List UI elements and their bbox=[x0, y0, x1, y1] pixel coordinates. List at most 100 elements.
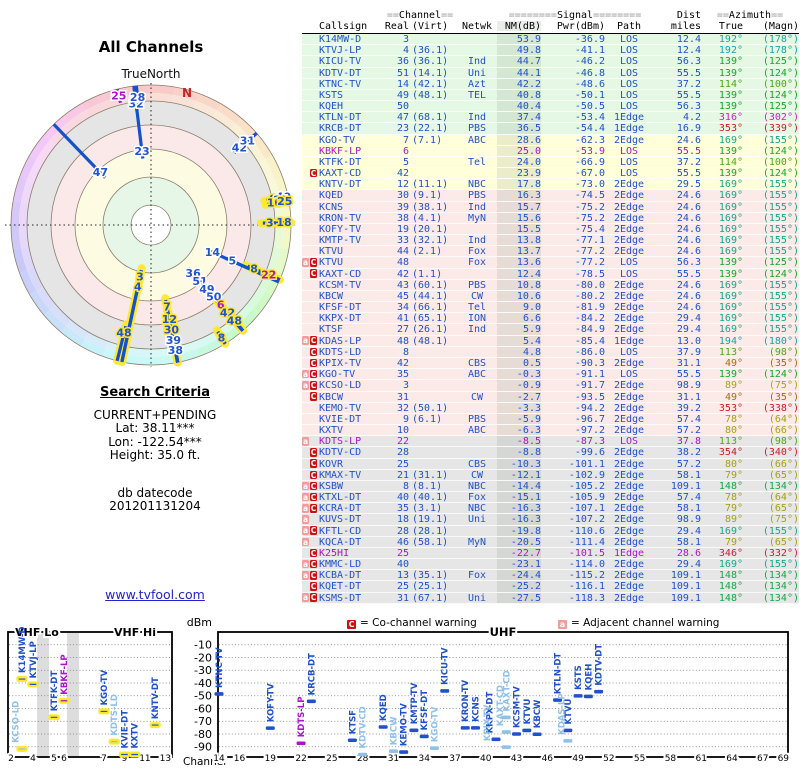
svg-text:-90: -90 bbox=[194, 741, 212, 754]
real-channel: 51 bbox=[383, 68, 409, 78]
noise-margin: 15.7 bbox=[497, 202, 541, 212]
path: 1Edge bbox=[605, 548, 653, 558]
tvfool-link[interactable]: www.tvfool.com bbox=[45, 587, 265, 602]
path: 2Edge bbox=[605, 246, 653, 256]
power-dbm: -107.2 bbox=[541, 514, 605, 524]
noise-margin: 9.0 bbox=[497, 302, 541, 312]
callsign: KFTL-CD bbox=[319, 526, 383, 536]
callsign: KAXT-CD bbox=[319, 269, 383, 279]
azimuth-magnetic: (124°) bbox=[743, 146, 799, 156]
azimuth-magnetic: (338°) bbox=[743, 403, 799, 413]
azimuth-true: 79° bbox=[701, 503, 743, 513]
callsign: KDTV-DT bbox=[319, 68, 383, 78]
callsign: KSTS bbox=[319, 90, 383, 100]
virtual-channel: (9.1) bbox=[409, 190, 457, 200]
azimuth-magnetic: (98°) bbox=[743, 347, 799, 357]
svg-text:25: 25 bbox=[326, 754, 337, 764]
azimuth-magnetic: (100°) bbox=[743, 79, 799, 89]
noise-margin: 25.0 bbox=[497, 146, 541, 156]
noise-margin: -0.9 bbox=[497, 380, 541, 390]
distance-miles: 39.2 bbox=[653, 403, 701, 413]
path: LOS bbox=[605, 68, 653, 78]
table-row: KTLN-DT47(68.1)Ind37.4-53.41Edge4.2316°(… bbox=[302, 112, 799, 123]
signal-bar bbox=[512, 732, 521, 736]
network: ION bbox=[457, 313, 497, 323]
real-channel: 46 bbox=[383, 537, 409, 547]
network bbox=[457, 34, 497, 44]
azimuth-magnetic: (35°) bbox=[743, 392, 799, 402]
azimuth-magnetic: (125°) bbox=[743, 257, 799, 267]
spectrum-callsign-label: KEMO-TV bbox=[400, 703, 410, 746]
network: Tel bbox=[457, 157, 497, 167]
warning-markers bbox=[302, 302, 319, 312]
spectrum-callsign-label: KBCW bbox=[389, 716, 399, 745]
warning-markers bbox=[302, 45, 319, 55]
power-dbm: -110.6 bbox=[541, 526, 605, 536]
distance-miles: 29.4 bbox=[653, 324, 701, 334]
path: 2Edge bbox=[605, 447, 653, 457]
real-channel: 42 bbox=[383, 168, 409, 178]
path: LOS bbox=[605, 34, 653, 44]
spectrum-chart: dBm-10-20-30-40-50-60-70-80-90Channel245… bbox=[0, 610, 800, 768]
callsign: KOFY-TV bbox=[319, 224, 383, 234]
distance-miles: 57.4 bbox=[653, 492, 701, 502]
radar-channel-label: 8 bbox=[218, 331, 226, 344]
network bbox=[457, 269, 497, 279]
callsign: KTLN-DT bbox=[319, 112, 383, 122]
real-channel: 32 bbox=[383, 403, 409, 413]
virtual-channel bbox=[409, 436, 457, 446]
azimuth-magnetic: (124°) bbox=[743, 168, 799, 178]
signal-header: ========Signal======== bbox=[497, 10, 653, 20]
real-channel: 6 bbox=[383, 146, 409, 156]
power-dbm: -91.7 bbox=[541, 380, 605, 390]
network: MyN bbox=[457, 537, 497, 547]
spectrum-callsign-label: KQEH bbox=[584, 664, 594, 691]
spectrum-callsign-label: KTFK-DT bbox=[50, 671, 60, 712]
col-magn: (Magn) bbox=[743, 21, 799, 31]
virtual-channel bbox=[409, 347, 457, 357]
virtual-channel: (68.1) bbox=[409, 112, 457, 122]
network: Fox bbox=[457, 257, 497, 267]
azimuth-magnetic: (332°) bbox=[743, 548, 799, 558]
azimuth-true: 89° bbox=[701, 380, 743, 390]
virtual-channel: (20.1) bbox=[409, 224, 457, 234]
azimuth-true: 139° bbox=[701, 101, 743, 111]
table-row: KCNS39(38.1)Ind15.7-75.22Edge24.6169°(15… bbox=[302, 202, 799, 213]
svg-text:61: 61 bbox=[695, 754, 706, 764]
noise-margin: -6.3 bbox=[497, 425, 541, 435]
network: NBC bbox=[457, 179, 497, 189]
real-channel: 7 bbox=[383, 135, 409, 145]
real-channel: 9 bbox=[383, 414, 409, 424]
azimuth-true: 169° bbox=[701, 280, 743, 290]
warning-markers: aC bbox=[302, 336, 319, 346]
noise-margin: 10.6 bbox=[497, 291, 541, 301]
table-row: KTVJ-LP4(36.1)49.8-41.1LOS12.4192°(178°) bbox=[302, 45, 799, 56]
distance-miles: 13.0 bbox=[653, 336, 701, 346]
radar-channel-label: 18 bbox=[276, 216, 291, 229]
network: NBC bbox=[457, 481, 497, 491]
azimuth-magnetic: (134°) bbox=[743, 581, 799, 591]
azimuth-true: 169° bbox=[701, 302, 743, 312]
azimuth-magnetic: (124°) bbox=[743, 369, 799, 379]
svg-text:-60: -60 bbox=[194, 702, 212, 715]
power-dbm: -87.3 bbox=[541, 436, 605, 446]
azimuth-true: 169° bbox=[701, 224, 743, 234]
distance-miles: 12.4 bbox=[653, 45, 701, 55]
real-channel: 30 bbox=[383, 190, 409, 200]
svg-text:-40: -40 bbox=[194, 677, 212, 690]
table-row: KQEH5040.4-50.5LOS56.3139°(125°) bbox=[302, 101, 799, 112]
path: 2Edge bbox=[605, 503, 653, 513]
network: CBS bbox=[457, 358, 497, 368]
network: ABC bbox=[457, 425, 497, 435]
virtual-channel: (65.1) bbox=[409, 313, 457, 323]
real-channel: 36 bbox=[383, 56, 409, 66]
network: PBS bbox=[457, 414, 497, 424]
distance-miles: 31.1 bbox=[653, 392, 701, 402]
svg-text:16: 16 bbox=[234, 754, 246, 764]
azimuth-magnetic: (65°) bbox=[743, 470, 799, 480]
path: 2Edge bbox=[605, 179, 653, 189]
distance-miles: 109.1 bbox=[653, 570, 701, 580]
real-channel: 25 bbox=[383, 581, 409, 591]
path: 2Edge bbox=[605, 403, 653, 413]
table-row: KMTP-TV33(32.1)Ind13.8-77.12Edge24.6169°… bbox=[302, 235, 799, 246]
